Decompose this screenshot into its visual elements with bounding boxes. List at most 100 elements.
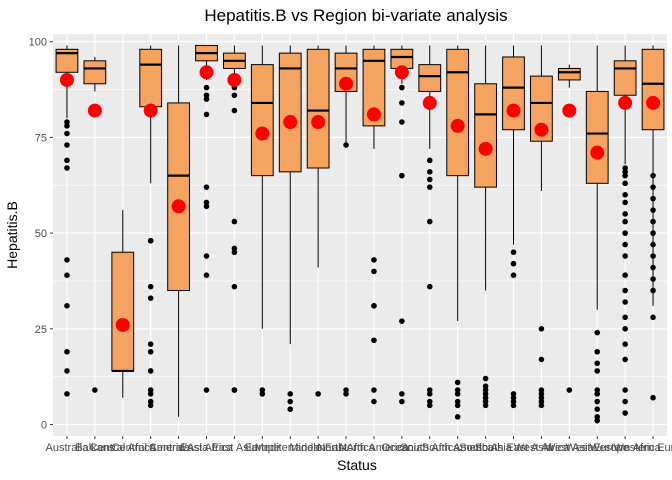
x-tick-label: West Africa (514, 442, 570, 454)
outlier-point (594, 329, 601, 336)
outlier-point (650, 195, 656, 202)
outlier-point (622, 272, 628, 279)
y-tick-label: 100 (29, 37, 47, 49)
x-tick-label: East Asia (211, 442, 258, 454)
outlier-point (203, 272, 210, 279)
x-tick-label: North Africa (317, 442, 375, 454)
outlier-point (594, 391, 601, 397)
box-group (474, 45, 497, 409)
outlier-point (147, 348, 154, 355)
x-tick-label: West Europe (566, 442, 629, 454)
outlier-point (399, 100, 405, 106)
mean-point (450, 118, 465, 133)
box-group (334, 45, 358, 397)
outlier-point (343, 387, 349, 393)
outlier-point (510, 249, 517, 256)
outlier-point (622, 241, 628, 248)
outlier-point (203, 203, 210, 210)
mean-point (227, 72, 242, 87)
outlier-point (622, 410, 628, 416)
outlier-point (371, 268, 377, 275)
x-tick-label: Oceania (381, 442, 423, 454)
outlier-point (147, 387, 154, 393)
box-group (111, 210, 135, 398)
outlier-point (622, 326, 628, 332)
outlier-point (371, 398, 377, 405)
x-tick-label: South Africa (400, 442, 460, 454)
outlier-point (259, 387, 266, 393)
outlier-point (482, 402, 489, 409)
box-group (390, 45, 414, 405)
outlier-point (231, 387, 238, 393)
outlier-point (231, 245, 238, 252)
mean-point (422, 95, 437, 110)
outlier-point (147, 368, 154, 374)
outlier-point (454, 379, 461, 386)
x-tick-label: North America (339, 442, 410, 454)
x-tick-label: Balkans (75, 442, 115, 454)
outlier-point (426, 283, 433, 290)
outlier-point (510, 272, 517, 279)
outlier-point (482, 394, 489, 401)
outlier-point (650, 172, 656, 179)
outlier-point (147, 283, 154, 290)
outlier-point (622, 169, 628, 175)
x-tick-label: West Asia (545, 442, 595, 454)
outlier-point (622, 211, 628, 217)
outlier-point (510, 398, 517, 405)
box (139, 48, 163, 108)
box-group (195, 44, 218, 393)
outlier-point (622, 199, 628, 206)
box (446, 48, 470, 177)
outlier-point (231, 107, 238, 114)
outlier-point (594, 348, 601, 355)
outlier-point (399, 318, 405, 324)
box-group (502, 45, 525, 409)
outlier-point (650, 218, 656, 225)
x-tick-label: South America (422, 442, 494, 454)
outlier-point (203, 84, 210, 91)
chart-title: Hepatitis.B vs Region bi-variate analysi… (204, 6, 507, 25)
boxplots (55, 44, 665, 424)
outlier-point (510, 394, 517, 401)
outlier-point (343, 391, 349, 397)
x-axis-title: Status (337, 457, 377, 473)
outlier-point (538, 326, 545, 332)
outlier-point (92, 387, 98, 393)
outlier-point (650, 241, 656, 248)
y-tick-label: 25 (35, 324, 47, 336)
box-group (139, 45, 163, 409)
outlier-point (482, 391, 489, 397)
outlier-point (594, 368, 601, 374)
outlier-point (371, 387, 377, 393)
box (502, 56, 525, 131)
mean-point (199, 65, 214, 80)
mean-point (394, 65, 409, 80)
outlier-point (315, 391, 321, 397)
x-tick-label: Middle East (289, 442, 346, 454)
outlier-point (426, 387, 433, 393)
outlier-point (426, 398, 433, 405)
box-group (613, 45, 637, 416)
outlier-point (594, 398, 601, 405)
box-group (55, 45, 79, 397)
outlier-point (454, 387, 461, 393)
outlier-point (64, 119, 70, 125)
outlier-point (482, 398, 489, 405)
outlier-point (64, 348, 70, 355)
outlier-point (64, 391, 70, 397)
box-group (530, 45, 553, 409)
outlier-point (343, 142, 349, 148)
outlier-point (64, 303, 70, 309)
outlier-point (371, 337, 377, 344)
box-group (418, 45, 442, 409)
y-axis: 0 25 50 75 100 (29, 37, 53, 432)
outlier-point (231, 218, 238, 225)
outlier-point (64, 368, 70, 374)
outlier-point (203, 92, 210, 99)
outlier-point (287, 406, 294, 413)
outlier-point (287, 391, 294, 397)
box-group (362, 45, 386, 405)
outlier-point (426, 184, 433, 190)
